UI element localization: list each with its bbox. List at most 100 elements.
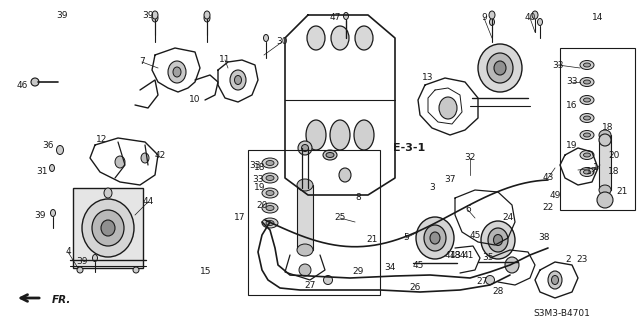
Ellipse shape <box>580 130 594 139</box>
Ellipse shape <box>152 14 158 22</box>
Ellipse shape <box>104 188 112 198</box>
Text: 42: 42 <box>154 151 166 160</box>
Ellipse shape <box>580 61 594 70</box>
Text: 33: 33 <box>552 61 564 70</box>
Text: 18: 18 <box>608 167 620 176</box>
Text: 41: 41 <box>444 250 456 259</box>
Ellipse shape <box>481 221 515 259</box>
Text: 9: 9 <box>481 13 487 23</box>
Ellipse shape <box>264 34 269 41</box>
Text: 18: 18 <box>602 123 614 132</box>
Ellipse shape <box>599 130 611 140</box>
Ellipse shape <box>580 95 594 105</box>
Text: 29: 29 <box>352 268 364 277</box>
Text: 6: 6 <box>465 205 471 214</box>
Text: 39: 39 <box>142 11 154 19</box>
Ellipse shape <box>266 160 274 166</box>
Text: 12: 12 <box>96 136 108 145</box>
Text: 33: 33 <box>252 175 264 184</box>
Text: 39: 39 <box>35 211 45 219</box>
Ellipse shape <box>173 67 181 77</box>
Text: 15: 15 <box>200 268 212 277</box>
Text: 45: 45 <box>469 231 481 240</box>
Text: 34: 34 <box>454 250 466 259</box>
Text: 45: 45 <box>412 261 424 270</box>
Bar <box>248 150 380 295</box>
Text: 34: 34 <box>384 263 396 272</box>
Text: 39: 39 <box>56 11 68 19</box>
Bar <box>73 188 143 268</box>
Text: 49: 49 <box>549 190 561 199</box>
Text: 37: 37 <box>444 175 456 184</box>
Ellipse shape <box>301 145 308 152</box>
Ellipse shape <box>326 152 334 158</box>
Ellipse shape <box>584 170 591 174</box>
Text: 10: 10 <box>189 95 201 105</box>
Ellipse shape <box>230 70 246 90</box>
Text: 17: 17 <box>234 213 246 222</box>
Ellipse shape <box>262 218 278 228</box>
Text: 23: 23 <box>576 256 588 264</box>
Ellipse shape <box>354 120 374 150</box>
Text: 40: 40 <box>524 13 536 23</box>
Text: 19: 19 <box>254 183 266 192</box>
Text: 47: 47 <box>330 13 340 23</box>
Ellipse shape <box>538 19 543 26</box>
Ellipse shape <box>266 205 274 211</box>
Text: 1: 1 <box>593 164 599 173</box>
Text: E-3-1: E-3-1 <box>393 143 425 153</box>
Text: 3: 3 <box>429 183 435 192</box>
Ellipse shape <box>262 173 278 183</box>
Text: 41: 41 <box>462 250 474 259</box>
Ellipse shape <box>204 11 210 19</box>
Ellipse shape <box>266 175 274 181</box>
Ellipse shape <box>141 153 149 163</box>
Ellipse shape <box>430 232 440 244</box>
Ellipse shape <box>584 133 591 137</box>
Bar <box>560 48 635 210</box>
Text: 25: 25 <box>334 213 346 222</box>
Ellipse shape <box>599 185 611 195</box>
Ellipse shape <box>323 276 333 285</box>
Ellipse shape <box>580 151 594 160</box>
Ellipse shape <box>262 158 278 168</box>
Text: 7: 7 <box>139 57 145 66</box>
Ellipse shape <box>262 203 278 213</box>
Ellipse shape <box>323 150 337 160</box>
Ellipse shape <box>306 120 326 150</box>
Ellipse shape <box>478 44 522 92</box>
Text: 44: 44 <box>142 197 154 206</box>
Ellipse shape <box>489 11 495 19</box>
Ellipse shape <box>584 98 591 102</box>
Ellipse shape <box>133 267 139 273</box>
Text: 14: 14 <box>592 13 604 23</box>
Text: S3M3-B4701: S3M3-B4701 <box>533 309 590 318</box>
Text: 13: 13 <box>422 73 434 83</box>
Ellipse shape <box>580 167 594 176</box>
Ellipse shape <box>331 26 349 50</box>
Ellipse shape <box>266 190 274 196</box>
Text: 46: 46 <box>16 80 28 90</box>
Ellipse shape <box>31 78 39 86</box>
Ellipse shape <box>297 244 313 256</box>
Ellipse shape <box>56 145 63 154</box>
Text: 36: 36 <box>42 140 54 150</box>
Text: 43: 43 <box>542 174 554 182</box>
Ellipse shape <box>77 267 83 273</box>
Ellipse shape <box>299 264 311 276</box>
Ellipse shape <box>584 116 591 120</box>
Ellipse shape <box>424 225 446 251</box>
Ellipse shape <box>93 255 97 262</box>
Text: 11: 11 <box>220 56 231 64</box>
Text: 18: 18 <box>254 164 266 173</box>
Text: 21: 21 <box>366 235 378 244</box>
Ellipse shape <box>486 276 495 285</box>
Text: 30: 30 <box>276 38 288 47</box>
Text: 38: 38 <box>538 234 550 242</box>
Ellipse shape <box>597 192 613 208</box>
Ellipse shape <box>584 153 591 157</box>
Text: 2: 2 <box>565 256 571 264</box>
Text: 33: 33 <box>249 160 260 169</box>
Text: 5: 5 <box>403 234 409 242</box>
Ellipse shape <box>488 228 508 252</box>
